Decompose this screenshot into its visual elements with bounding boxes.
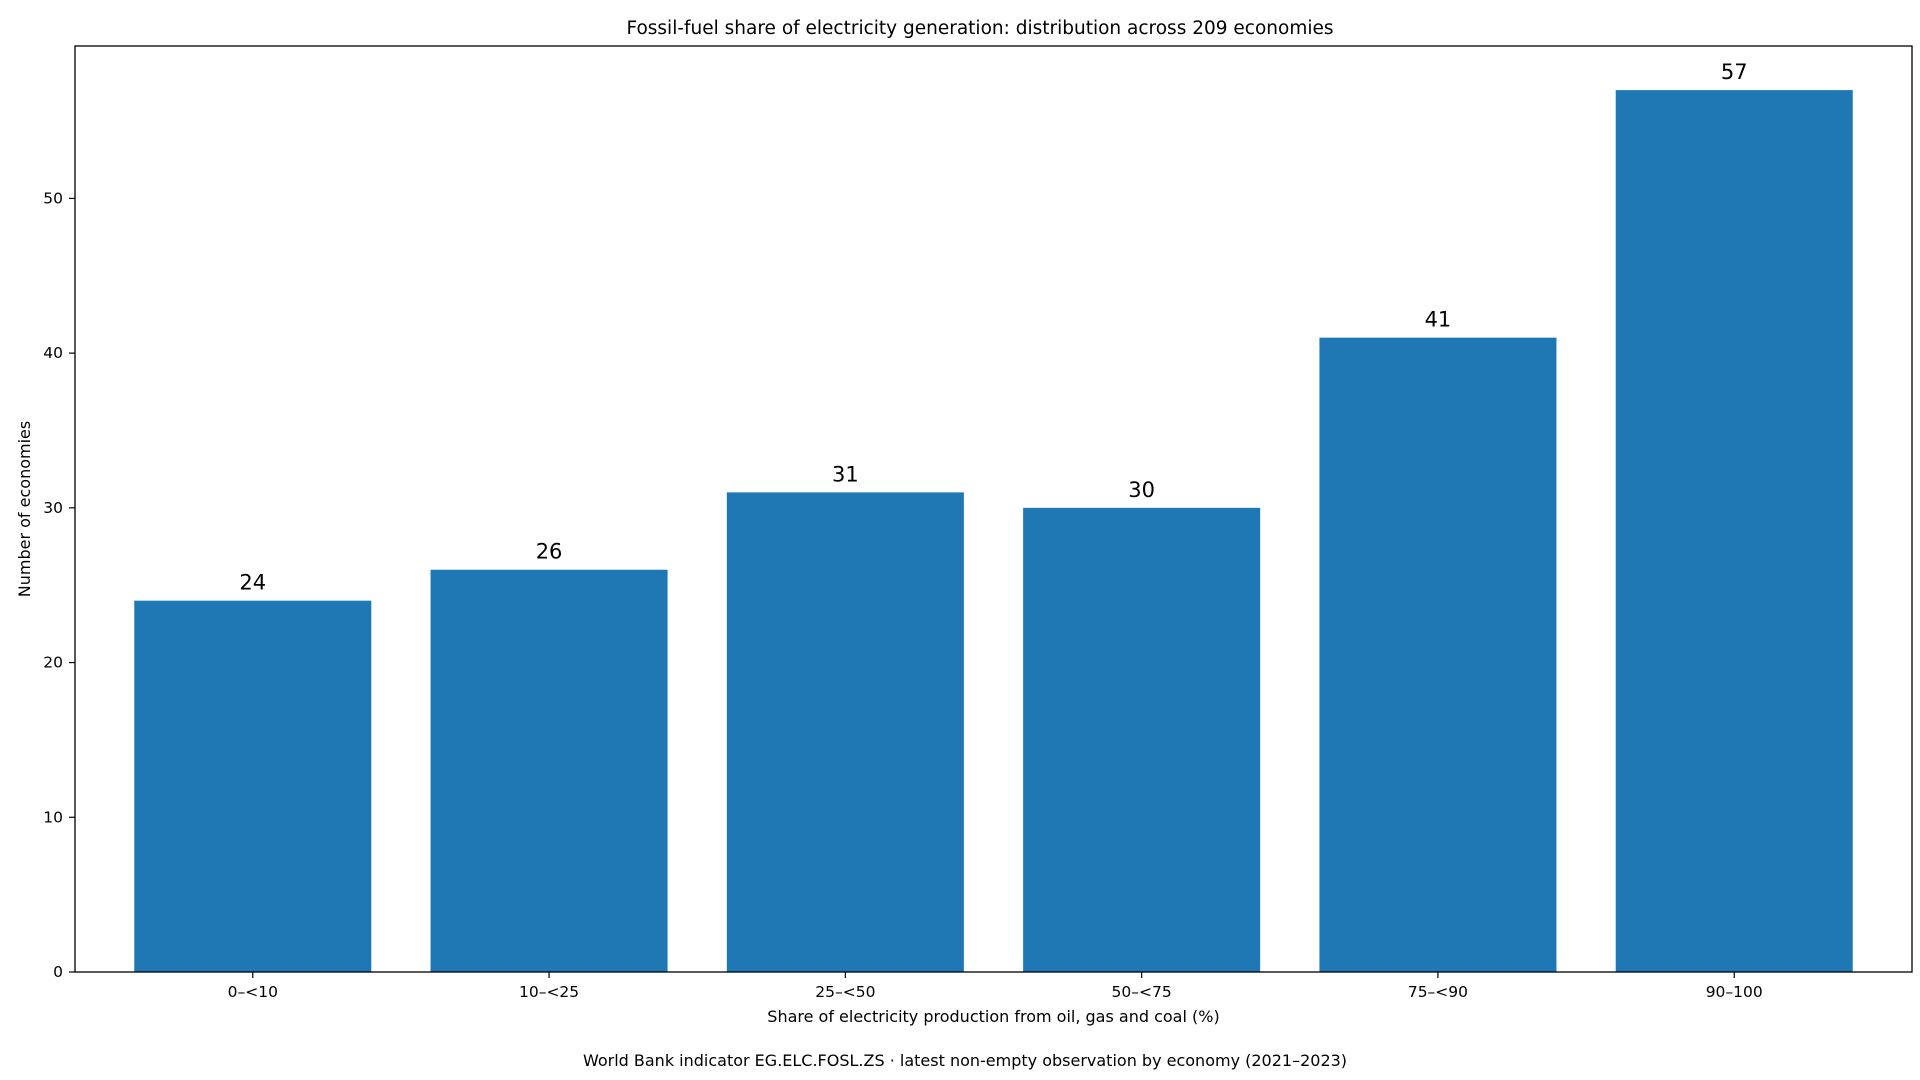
source-footnote: World Bank indicator EG.ELC.FOSL.ZS · la… [583, 1051, 1347, 1070]
bar-value-label: 31 [832, 462, 859, 486]
bar-4 [1319, 337, 1557, 972]
x-tick-label: 50–<75 [1112, 983, 1172, 1001]
y-tick-label: 10 [43, 808, 63, 826]
x-tick-label: 25–<50 [815, 983, 875, 1001]
chart-title: Fossil-fuel share of electricity generat… [626, 18, 1333, 39]
value-labels-layer: 24 26 31 30 41 57 [239, 60, 1747, 595]
x-tick-label: 0–<10 [228, 983, 278, 1001]
x-axis-label: Share of electricity production from oil… [767, 1007, 1219, 1026]
bar-value-label: 30 [1128, 478, 1155, 502]
bar-3 [1023, 507, 1261, 972]
y-tick-label: 40 [43, 344, 63, 362]
bar-value-label: 57 [1721, 60, 1748, 84]
x-tick-label: 90–100 [1706, 983, 1763, 1001]
bar-5 [1615, 90, 1853, 973]
bar-value-label: 24 [239, 571, 266, 595]
x-tick-label: 75–<90 [1408, 983, 1468, 1001]
y-tick-label: 20 [43, 654, 63, 672]
bars-layer [134, 90, 1853, 973]
plot-frame [74, 45, 1913, 973]
bar-2 [726, 492, 964, 972]
y-axis-label: Number of economies [15, 421, 34, 597]
bar-value-label: 26 [536, 540, 563, 564]
x-axis-ticks: 0–<10 10–<25 25–<50 50–<75 75–<90 90–100 [228, 972, 1763, 1001]
bar-0 [134, 600, 372, 972]
y-axis-ticks: 0 10 20 30 40 50 [43, 189, 75, 981]
y-tick-label: 50 [43, 189, 63, 207]
bar-value-label: 41 [1425, 308, 1452, 332]
y-tick-label: 30 [43, 499, 63, 517]
x-tick-label: 10–<25 [519, 983, 579, 1001]
y-tick-label: 0 [53, 963, 63, 981]
bar-1 [430, 569, 668, 972]
